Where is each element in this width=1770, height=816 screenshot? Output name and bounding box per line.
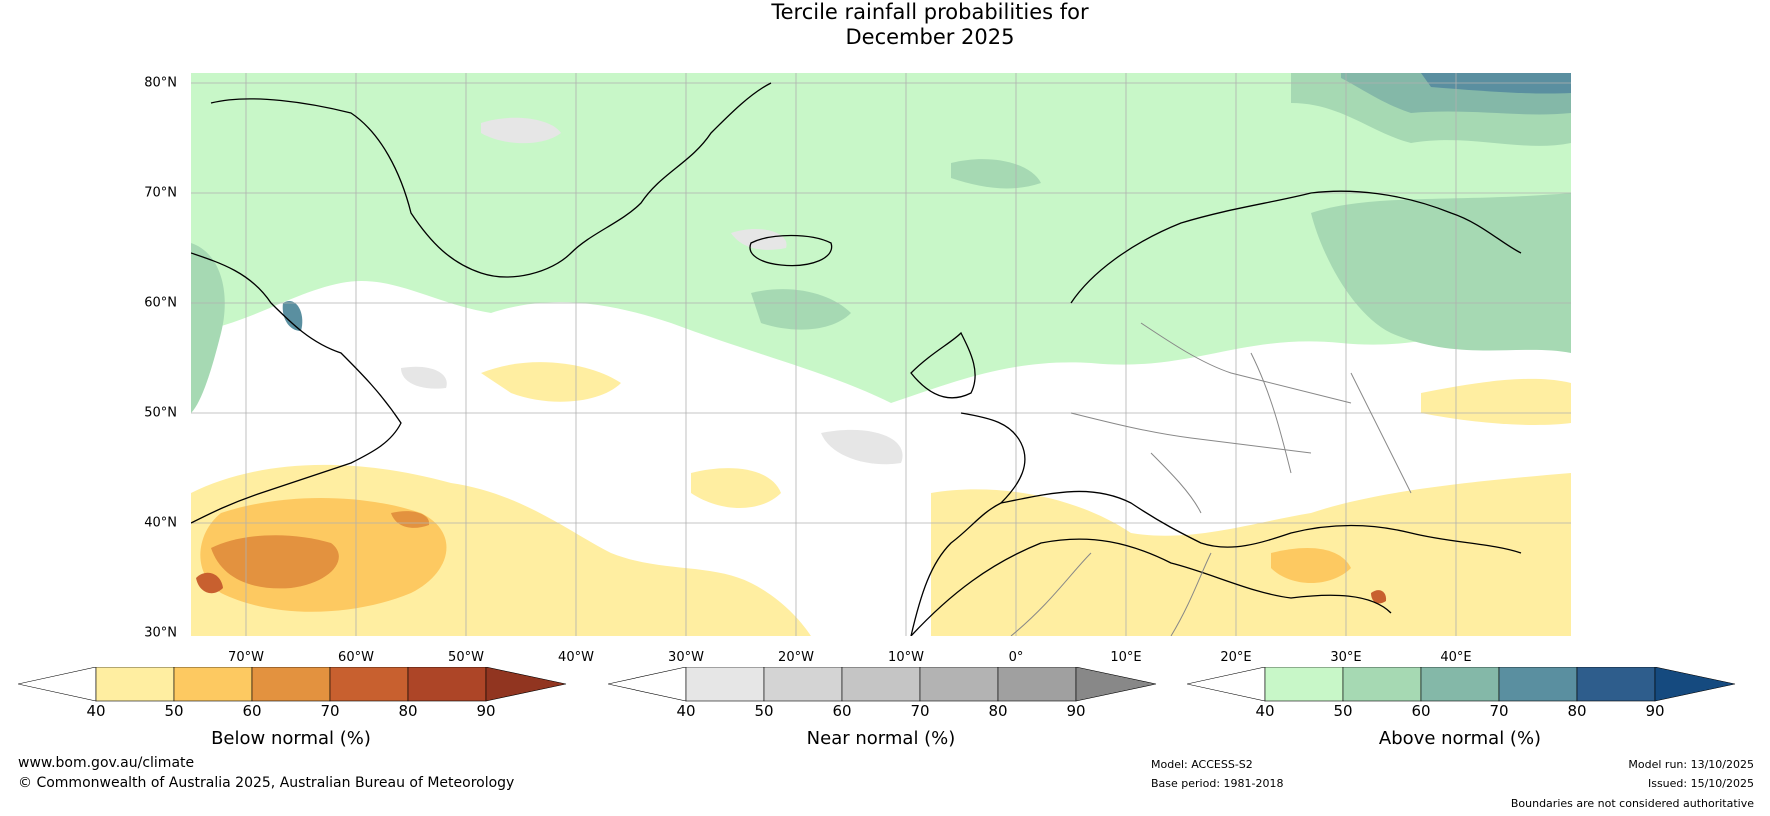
lon-label-20w: 20°W <box>778 650 814 665</box>
below-normal-70 <box>196 572 1387 604</box>
cbar-below-seg-3 <box>251 667 331 702</box>
greenland-coast <box>210 82 772 278</box>
cbar-below-tick: 50 <box>164 702 184 720</box>
base-period: Base period: 1981-2018 <box>1151 777 1284 790</box>
cbar-near-seg-0 <box>608 667 687 702</box>
lon-label-20e: 20°E <box>1220 650 1252 665</box>
cbar-below-tick: 60 <box>242 702 262 720</box>
iceland-coast <box>749 234 833 267</box>
lat-label-70n: 70°N <box>144 185 177 201</box>
lat-label-40n: 40°N <box>144 515 177 531</box>
lon-label-30w: 30°W <box>668 650 704 665</box>
cbar-above-seg-3 <box>1420 667 1500 702</box>
cbar-near-seg-3 <box>841 667 921 702</box>
coastlines <box>191 82 1522 636</box>
cbar-below-tick: 70 <box>320 702 340 720</box>
below-normal-shading <box>191 362 1571 636</box>
cbar-near-seg-1 <box>685 667 765 702</box>
cbar-near-tick: 40 <box>676 702 696 720</box>
lat-label-50n: 50°N <box>144 405 177 421</box>
cbar-below-seg-2 <box>173 667 253 702</box>
cbar-below-title: Below normal (%) <box>211 728 371 749</box>
lat-label-60n: 60°N <box>144 295 177 311</box>
lon-label-10e: 10°E <box>1110 650 1142 665</box>
cbar-near-title: Near normal (%) <box>806 728 956 749</box>
cbar-above-seg-6 <box>1654 667 1736 702</box>
cbar-near-tick: 50 <box>754 702 774 720</box>
title-line-2: December 2025 <box>845 25 1015 49</box>
model-name: Model: ACCESS-S2 <box>1151 758 1253 771</box>
cbar-near-seg-6 <box>1075 667 1157 702</box>
cbar-above-seg-4 <box>1498 667 1578 702</box>
cbar-below-tick: 80 <box>398 702 418 720</box>
above-normal-shading <box>191 73 1571 403</box>
cbar-above-tick: 90 <box>1645 702 1665 720</box>
cbar-below-seg-5 <box>407 667 487 702</box>
website-link[interactable]: www.bom.gov.au/climate <box>18 755 195 771</box>
lon-label-40w: 40°W <box>558 650 594 665</box>
scandinavia-coast <box>1070 190 1522 304</box>
cbar-near-tick: 90 <box>1066 702 1086 720</box>
colorbar-below-normal <box>18 667 567 702</box>
lon-label-60w: 60°W <box>338 650 374 665</box>
lon-label-40e: 40°E <box>1440 650 1472 665</box>
cbar-above-tick: 80 <box>1567 702 1587 720</box>
north-africa-coast <box>910 538 1392 636</box>
cbar-above-seg-1 <box>1264 667 1344 702</box>
cbar-near-tick: 70 <box>910 702 930 720</box>
europe-mainland-coast <box>910 412 1026 636</box>
cbar-below-seg-1 <box>95 667 175 702</box>
cbar-above-seg-5 <box>1576 667 1656 702</box>
lon-label-30e: 30°E <box>1330 650 1362 665</box>
map-canvas <box>191 73 1571 636</box>
cbar-above-tick: 70 <box>1489 702 1509 720</box>
lon-label-0: 0° <box>1008 650 1024 665</box>
cbar-near-seg-2 <box>763 667 843 702</box>
cbar-near-tick: 60 <box>832 702 852 720</box>
model-run: Model run: 13/10/2025 <box>1628 758 1754 771</box>
cbar-below-tick: 90 <box>476 702 496 720</box>
title-line-1: Tercile rainfall probabilities for <box>771 0 1089 24</box>
cbar-above-tick: 40 <box>1255 702 1275 720</box>
lat-label-30n: 30°N <box>144 625 177 641</box>
country-boundaries <box>1010 322 1412 636</box>
lon-label-10w: 10°W <box>888 650 924 665</box>
below-normal-60 <box>211 511 430 589</box>
cbar-below-seg-6 <box>485 667 567 702</box>
cbar-above-title: Above normal (%) <box>1378 728 1542 749</box>
boundary-disclaimer: Boundaries are not considered authoritat… <box>1510 797 1754 810</box>
cbar-above-tick: 50 <box>1333 702 1353 720</box>
issued-date: Issued: 15/10/2025 <box>1647 777 1754 790</box>
cbar-near-seg-5 <box>997 667 1077 702</box>
cbar-below-tick: 40 <box>86 702 106 720</box>
lat-label-80n: 80°N <box>144 75 177 91</box>
map-title: Tercile rainfall probabilities for Decem… <box>0 0 1770 50</box>
cbar-above-seg-2 <box>1342 667 1422 702</box>
cbar-above-seg-0 <box>1187 667 1266 702</box>
probability-map <box>191 73 1571 636</box>
cbar-below-seg-4 <box>329 667 409 702</box>
british-isles-coast <box>910 331 976 399</box>
cbar-near-seg-4 <box>919 667 999 702</box>
cbar-above-tick: 60 <box>1411 702 1431 720</box>
colorbar-near-normal <box>608 667 1157 702</box>
cbar-near-tick: 80 <box>988 702 1008 720</box>
cbar-below-seg-0 <box>18 667 97 702</box>
graticule <box>191 73 1571 636</box>
colorbar-above-normal <box>1187 667 1736 702</box>
mediterranean-coast <box>1000 490 1522 554</box>
north-america-coast <box>191 252 402 524</box>
lon-label-70w: 70°W <box>228 650 264 665</box>
copyright: © Commonwealth of Australia 2025, Austra… <box>18 775 515 791</box>
lon-label-50w: 50°W <box>448 650 484 665</box>
